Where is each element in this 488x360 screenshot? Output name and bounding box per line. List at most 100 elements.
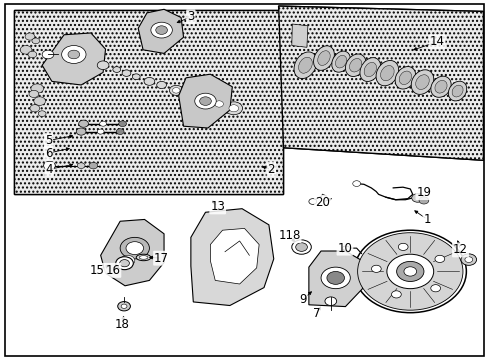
- Text: 2: 2: [267, 163, 275, 176]
- Polygon shape: [178, 74, 232, 128]
- Text: 14: 14: [429, 35, 444, 49]
- Circle shape: [126, 242, 143, 255]
- Circle shape: [100, 121, 106, 126]
- Circle shape: [214, 101, 223, 107]
- Circle shape: [121, 304, 127, 309]
- Circle shape: [97, 61, 109, 69]
- Ellipse shape: [345, 54, 365, 76]
- Circle shape: [32, 38, 40, 44]
- Circle shape: [434, 255, 444, 262]
- Circle shape: [200, 96, 208, 103]
- Circle shape: [464, 257, 472, 262]
- Ellipse shape: [293, 52, 316, 78]
- Circle shape: [120, 237, 149, 259]
- Ellipse shape: [447, 81, 466, 101]
- Text: 1: 1: [423, 213, 430, 226]
- Circle shape: [89, 162, 98, 169]
- Circle shape: [20, 45, 32, 54]
- Circle shape: [196, 94, 212, 105]
- Polygon shape: [210, 228, 259, 284]
- Polygon shape: [42, 33, 105, 85]
- Circle shape: [169, 85, 183, 95]
- Circle shape: [42, 50, 54, 59]
- Ellipse shape: [430, 76, 450, 97]
- Circle shape: [418, 197, 428, 204]
- Text: 10: 10: [337, 242, 352, 255]
- Ellipse shape: [139, 256, 148, 259]
- Circle shape: [31, 84, 43, 93]
- Text: 18: 18: [115, 318, 130, 331]
- Text: 118: 118: [278, 229, 300, 242]
- Circle shape: [371, 265, 381, 273]
- Circle shape: [156, 26, 167, 35]
- Circle shape: [25, 33, 35, 40]
- Text: 4: 4: [45, 163, 53, 176]
- Circle shape: [122, 70, 131, 76]
- Polygon shape: [190, 209, 273, 306]
- Circle shape: [194, 93, 216, 109]
- Circle shape: [353, 230, 466, 313]
- Ellipse shape: [410, 70, 433, 94]
- Text: 17: 17: [154, 252, 169, 265]
- Circle shape: [157, 81, 166, 89]
- Circle shape: [79, 120, 88, 127]
- Polygon shape: [278, 6, 483, 160]
- Text: 12: 12: [452, 243, 467, 256]
- Circle shape: [116, 257, 133, 270]
- Circle shape: [76, 128, 86, 135]
- Circle shape: [28, 51, 37, 58]
- Circle shape: [403, 267, 416, 276]
- Circle shape: [386, 254, 433, 289]
- Circle shape: [77, 163, 85, 168]
- Circle shape: [120, 260, 129, 267]
- Circle shape: [396, 261, 423, 282]
- Ellipse shape: [313, 46, 334, 70]
- Circle shape: [184, 90, 197, 100]
- Ellipse shape: [451, 85, 462, 97]
- Circle shape: [228, 105, 238, 112]
- Circle shape: [61, 45, 86, 63]
- Text: 9: 9: [299, 293, 306, 306]
- Circle shape: [357, 233, 462, 310]
- Circle shape: [29, 90, 39, 98]
- Circle shape: [144, 77, 155, 85]
- Circle shape: [34, 97, 45, 105]
- Ellipse shape: [394, 67, 415, 89]
- Text: 5: 5: [45, 134, 52, 147]
- Circle shape: [211, 98, 226, 110]
- Circle shape: [325, 297, 336, 306]
- Circle shape: [391, 291, 401, 298]
- Text: 6: 6: [44, 147, 52, 159]
- Text: 19: 19: [416, 186, 430, 199]
- Ellipse shape: [434, 80, 446, 93]
- Ellipse shape: [415, 75, 428, 90]
- Circle shape: [97, 129, 104, 134]
- Ellipse shape: [380, 66, 393, 81]
- Polygon shape: [101, 220, 163, 286]
- Polygon shape: [291, 24, 307, 47]
- Circle shape: [151, 22, 172, 38]
- Text: 13: 13: [210, 201, 224, 213]
- Circle shape: [308, 199, 316, 204]
- Circle shape: [132, 74, 140, 80]
- Ellipse shape: [364, 62, 376, 77]
- Circle shape: [199, 97, 211, 105]
- Ellipse shape: [331, 51, 349, 72]
- Ellipse shape: [349, 59, 361, 72]
- Text: 3: 3: [187, 10, 194, 23]
- Circle shape: [398, 243, 407, 251]
- Circle shape: [411, 194, 423, 202]
- Circle shape: [120, 255, 135, 266]
- Text: 16: 16: [105, 264, 120, 277]
- Circle shape: [68, 50, 80, 59]
- Circle shape: [30, 105, 40, 112]
- Circle shape: [224, 102, 242, 115]
- Ellipse shape: [359, 58, 380, 81]
- Circle shape: [460, 254, 476, 265]
- Ellipse shape: [335, 55, 346, 68]
- Text: 15: 15: [90, 264, 104, 277]
- Circle shape: [113, 67, 121, 72]
- Circle shape: [118, 302, 130, 311]
- Circle shape: [321, 267, 349, 289]
- Circle shape: [38, 111, 46, 117]
